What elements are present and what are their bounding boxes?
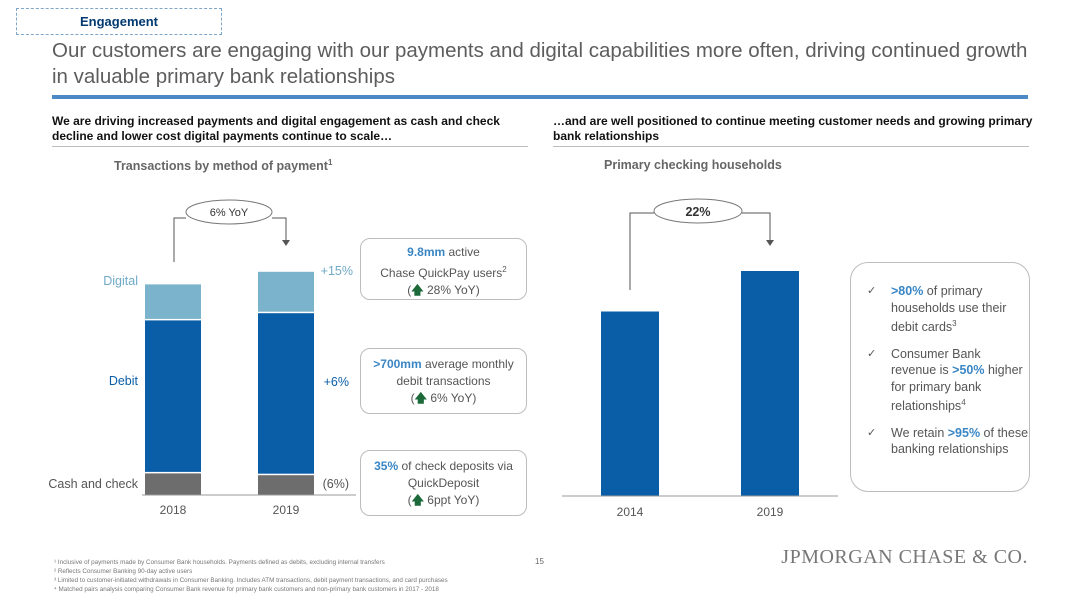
- checkmark-icon: ✓: [867, 347, 877, 360]
- callout-debit-l1: average monthly: [421, 357, 514, 371]
- checkmark-icon: ✓: [867, 285, 877, 297]
- benefit-item: ✓ Consumer Bank revenue is >50% higher f…: [851, 346, 1029, 415]
- benefit-item: ✓ >80% of primary households use their d…: [851, 283, 1029, 336]
- callout-quickdeposit-bold: 35%: [374, 459, 399, 473]
- bar-cash-and-check-2018: [145, 473, 201, 495]
- callout-quickpay-l1: active: [445, 245, 480, 259]
- section-tag: Engagement: [16, 8, 222, 35]
- callout-quickdeposit-text: 35% of check deposits via QuickDeposit (…: [374, 459, 513, 507]
- benefit-2-pre: Consumer Bank revenue is: [891, 346, 981, 378]
- up-arrow-icon: 🡅: [411, 493, 424, 507]
- left-chart-title: Transactions by method of payment1: [114, 158, 332, 173]
- callout-quickdeposit: 35% of check deposits via QuickDeposit (…: [360, 450, 527, 516]
- up-arrow-icon: 🡅: [414, 391, 427, 405]
- callout-quickpay-bold: 9.8mm: [407, 245, 446, 259]
- benefit-2-sup: 4: [961, 398, 966, 408]
- benefit-1-post: of primary households use their debit ca…: [891, 284, 1007, 335]
- callout-debit-l3: 6% YoY): [426, 391, 477, 405]
- change-cash-check: (6%): [323, 477, 349, 491]
- yoy-label: 6% YoY: [210, 207, 249, 219]
- bar-digital-2019: [258, 271, 314, 312]
- up-arrow-icon: 🡅: [411, 283, 424, 297]
- callout-quickdeposit-l2: QuickDeposit: [407, 476, 480, 490]
- callout-quickpay: 9.8mm active Chase QuickPay users2 (🡅 28…: [360, 238, 527, 300]
- yoy-bubble: [185, 199, 273, 225]
- callout-debit-text: >700mm average monthly debit transaction…: [373, 357, 514, 405]
- bar-primary-households-2014: [601, 311, 659, 496]
- benefit-1-sup: 3: [952, 319, 957, 328]
- benefit-3-pre: We retain: [891, 425, 948, 440]
- page-number: 15: [535, 557, 544, 566]
- series-label-digital: Digital: [103, 274, 138, 288]
- footnote-2: ² Reflects Consumer Banking 90-day activ…: [54, 568, 193, 575]
- right-subtitle: …and are well positioned to continue mee…: [553, 114, 1033, 143]
- primary-households-chart: 22% 2014 2019: [562, 198, 838, 519]
- benefit-1-bold: >80%: [891, 284, 924, 298]
- series-label-cash-check: Cash and check: [48, 477, 138, 491]
- callout-quickpay-l3: 28% YoY): [423, 283, 480, 297]
- benefit-3-bold: >95%: [947, 425, 981, 440]
- growth-connector: [629, 212, 771, 290]
- x-tick-2014: 2014: [617, 505, 644, 519]
- benefits-list: ✓ >80% of primary households use their d…: [851, 263, 1029, 458]
- callout-quickdeposit-l1: of check deposits via: [398, 459, 513, 473]
- change-debit: +6%: [324, 375, 349, 389]
- benefit-2-post: higher for primary bank relationships: [891, 363, 1023, 414]
- callout-quickpay-l2: Chase QuickPay users: [380, 266, 503, 280]
- footnote-1: ¹ Inclusive of payments made by Consumer…: [54, 559, 385, 566]
- callout-quickpay-sup: 2: [502, 265, 507, 274]
- callout-debit: >700mm average monthly debit transaction…: [360, 348, 527, 414]
- x-tick-2019-right: 2019: [757, 505, 784, 519]
- bar-digital-2018: [145, 284, 201, 319]
- bar-debit-2018: [145, 320, 201, 472]
- checkmark-icon: ✓: [867, 426, 877, 439]
- benefit-2-bold: >50%: [952, 363, 985, 378]
- benefit-3-post: of these banking relationships: [891, 425, 1029, 457]
- x-tick-2018: 2018: [160, 503, 187, 517]
- growth-arrowhead: [766, 240, 774, 246]
- bar-debit-2019: [258, 313, 314, 474]
- bar-cash-and-check-2019: [258, 475, 314, 495]
- right-subtitle-rule: [553, 146, 1029, 147]
- series-label-debit: Debit: [109, 374, 139, 388]
- left-chart-title-text: Transactions by method of payment: [114, 159, 328, 174]
- left-subtitle: We are driving increased payments and di…: [52, 114, 500, 143]
- benefits-box: ✓ >80% of primary households use their d…: [850, 262, 1030, 492]
- x-tick-2019: 2019: [273, 503, 300, 517]
- page-title: Our customers are engaging with our paym…: [52, 39, 1028, 88]
- footnotes: ¹ Inclusive of payments made by Consumer…: [54, 558, 534, 594]
- yoy-arrowhead: [282, 240, 290, 246]
- callout-quickpay-text: 9.8mm active Chase QuickPay users2 (🡅 28…: [380, 245, 507, 297]
- change-digital: +15%: [321, 264, 353, 278]
- left-chart-title-sup: 1: [327, 158, 333, 167]
- callout-debit-l2: debit transactions: [396, 374, 491, 388]
- left-subtitle-rule: [52, 146, 528, 147]
- right-chart-title: Primary checking households: [604, 158, 782, 172]
- callout-debit-bold: >700mm: [373, 357, 422, 371]
- transactions-chart: 6% YoY 2018 2019 Digital Debit Cash and …: [48, 199, 356, 517]
- company-logo: JPMORGAN CHASE & CO.: [781, 546, 1028, 568]
- growth-bubble: [653, 198, 743, 224]
- growth-label: 22%: [685, 205, 710, 219]
- footnote-3: ³ Limited to customer-initiated withdraw…: [54, 577, 448, 584]
- title-rule: [52, 95, 1028, 99]
- yoy-connector: [173, 217, 287, 262]
- footnote-4: ⁴ Matched pairs analysis comparing Consu…: [54, 586, 439, 593]
- benefit-item: ✓ We retain >95% of these banking relati…: [851, 425, 1029, 458]
- bar-primary-households-2019: [741, 271, 799, 496]
- callout-quickdeposit-l3: 6ppt YoY): [423, 493, 480, 507]
